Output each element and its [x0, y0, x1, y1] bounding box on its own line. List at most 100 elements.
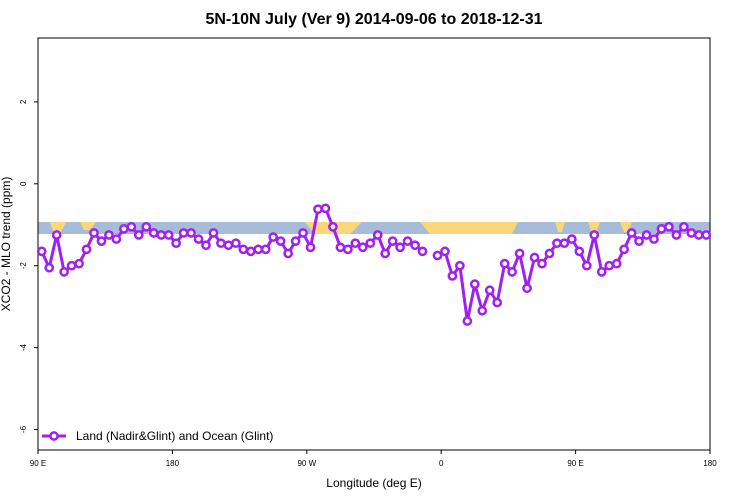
point [522, 283, 532, 294]
x-axis-label: Longitude (deg E) [326, 476, 421, 490]
point [581, 260, 592, 271]
point [634, 236, 644, 246]
point [66, 260, 77, 271]
point [141, 221, 152, 232]
point [462, 316, 473, 326]
point [231, 238, 241, 249]
x-tick-label: 180 [703, 459, 717, 468]
point [619, 244, 629, 255]
point [701, 230, 712, 240]
point [679, 221, 689, 232]
point [96, 236, 107, 246]
point [544, 248, 555, 259]
point [365, 238, 376, 249]
point [417, 246, 428, 257]
point [111, 234, 122, 244]
point [380, 248, 391, 259]
point [51, 230, 62, 240]
point [313, 204, 323, 215]
x-tick-label: 90 E [30, 459, 46, 468]
point [335, 242, 346, 253]
point [178, 228, 189, 238]
point [201, 240, 211, 251]
point [290, 236, 301, 246]
point [186, 228, 196, 238]
point [529, 252, 540, 263]
point [402, 236, 413, 246]
point [559, 238, 570, 249]
point [372, 230, 383, 240]
point [305, 242, 316, 253]
point [440, 246, 450, 257]
chart-title: 5N-10N July (Ver 9) 2014-09-06 to 2018-1… [205, 11, 542, 28]
y-axis-label: XCO2 - MLO trend (ppm) [0, 177, 13, 312]
point [104, 230, 114, 240]
point [238, 244, 249, 255]
point [664, 221, 674, 232]
point [208, 228, 219, 238]
point [156, 230, 167, 240]
plot-frame [37, 37, 711, 451]
point [268, 232, 279, 242]
point [477, 305, 488, 316]
point [499, 258, 510, 269]
y-tick-label: 2 [19, 99, 28, 104]
point [216, 238, 226, 249]
point [611, 258, 622, 269]
point [447, 271, 458, 281]
point [574, 246, 585, 257]
point [148, 228, 159, 238]
point [395, 242, 405, 253]
legend-label: Land (Nadir&Glint) and Ocean (Glint) [76, 429, 273, 443]
point [89, 228, 99, 238]
point [44, 262, 55, 273]
y-tick-label: -2 [19, 262, 28, 270]
y-tick-label: 0 [19, 181, 28, 186]
point [492, 297, 503, 308]
x-tick-label: 90 W [297, 459, 316, 468]
point [357, 242, 368, 253]
point [343, 244, 353, 255]
x-tick-label: 180 [166, 459, 180, 468]
point [596, 266, 607, 277]
point [74, 258, 84, 269]
point [320, 203, 331, 214]
point [126, 221, 137, 232]
point [656, 223, 667, 234]
point [589, 230, 600, 240]
point [260, 244, 271, 255]
point [223, 240, 234, 251]
point [484, 285, 495, 296]
point [387, 236, 398, 246]
point [245, 246, 256, 257]
point [410, 240, 420, 251]
point [469, 279, 480, 289]
point [193, 234, 204, 244]
point [671, 230, 682, 240]
point [432, 250, 443, 261]
point [328, 221, 338, 232]
point [81, 244, 92, 255]
point [283, 248, 293, 259]
point [552, 238, 562, 249]
point [455, 260, 465, 271]
point [275, 236, 286, 246]
point [537, 258, 547, 269]
point [649, 234, 659, 244]
x-tick-label: 90 E [567, 459, 583, 468]
point [514, 248, 525, 259]
point [507, 266, 517, 277]
point [693, 230, 704, 240]
point [59, 266, 69, 277]
point [604, 260, 615, 271]
point [171, 238, 181, 249]
legend-marker [49, 431, 59, 441]
point [350, 238, 361, 249]
point [133, 230, 144, 240]
point [163, 230, 174, 240]
y-tick-label: -4 [19, 344, 28, 352]
x-tick-label: 0 [439, 459, 444, 468]
point [641, 230, 652, 240]
point [298, 228, 308, 238]
